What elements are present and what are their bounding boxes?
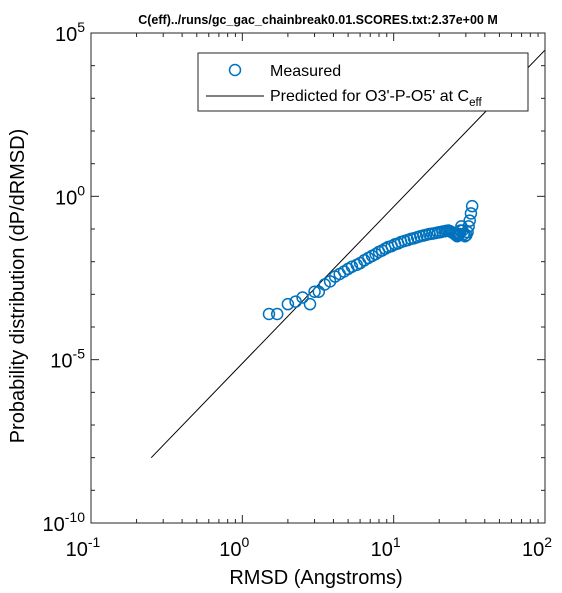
legend: Measured Predicted for O3'-P-O5' at Ceff xyxy=(198,53,528,111)
y-tick-base: 10 xyxy=(55,187,77,209)
legend-measured-label: Measured xyxy=(270,63,341,80)
y-tick-exponent: -5 xyxy=(73,346,86,362)
x-tick-exponent: 2 xyxy=(544,534,552,550)
x-tick-base: 10 xyxy=(219,539,241,561)
legend-predicted-main: Predicted for O3'-P-O5' at C xyxy=(270,88,469,105)
y-tick-base: 10 xyxy=(50,351,72,373)
y-tick-base: 10 xyxy=(55,24,77,46)
x-tick-base: 10 xyxy=(66,539,88,561)
chart-title: C(eff)../runs/gc_gac_chainbreak0.01.SCOR… xyxy=(138,13,498,27)
x-tick-exponent: 1 xyxy=(393,534,401,550)
x-axis-title: RMSD (Angstroms) xyxy=(229,567,402,588)
y-tick-exponent: -10 xyxy=(65,509,85,525)
x-tick-exponent: -1 xyxy=(88,534,101,550)
x-tick-exponent: 0 xyxy=(242,534,250,550)
x-tick-base: 10 xyxy=(522,539,544,561)
x-tick-base: 10 xyxy=(371,539,393,561)
y-tick-base: 10 xyxy=(43,514,65,536)
y-axis-title: Probability distribution (dP/dRMSD) xyxy=(7,129,29,444)
y-tick-exponent: 5 xyxy=(77,19,85,35)
y-tick-exponent: 0 xyxy=(77,182,85,198)
legend-predicted-subscript: eff xyxy=(469,97,482,109)
